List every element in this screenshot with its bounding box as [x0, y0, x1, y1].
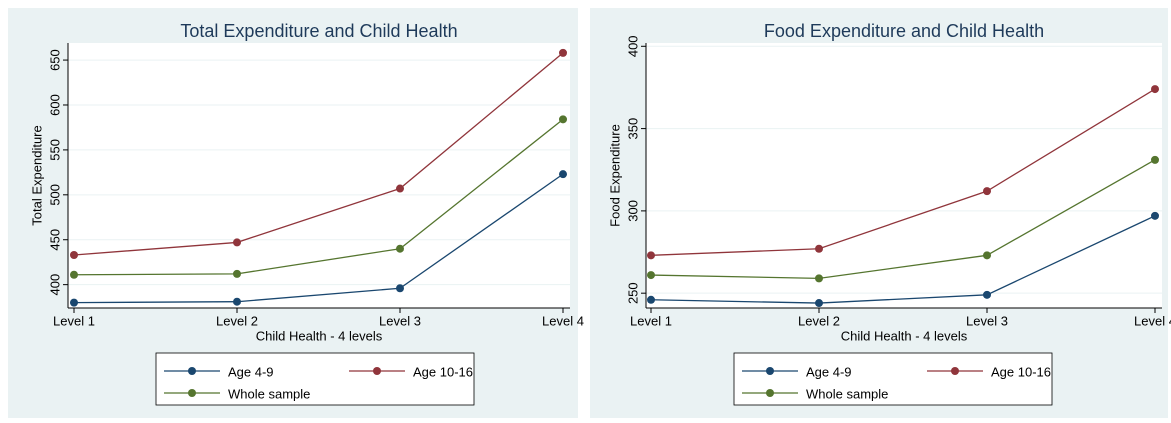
data-point — [70, 270, 78, 279]
y-tick-label: 400 — [625, 35, 640, 57]
data-point — [70, 298, 78, 307]
y-axis-title: Food Expenditure — [607, 124, 622, 227]
x-tick-label: Level 1 — [630, 313, 672, 328]
legend-marker — [373, 367, 381, 375]
data-point — [559, 115, 567, 124]
legend-box — [733, 352, 1053, 406]
y-tick-label: 600 — [47, 94, 62, 116]
chart-title: Food Expenditure and Child Health — [764, 21, 1044, 41]
x-axis-title: Child Health - 4 levels — [256, 328, 383, 343]
x-tick-label: Level 4 — [1134, 313, 1171, 328]
data-point — [647, 271, 655, 280]
series-line — [650, 159, 1156, 280]
y-tick-label: 650 — [47, 49, 62, 71]
y-tick-label: 350 — [625, 118, 640, 140]
data-point — [559, 48, 567, 57]
data-point — [647, 295, 655, 304]
x-tick-label: Level 3 — [966, 313, 1008, 328]
data-point — [983, 290, 991, 299]
legend-box — [155, 352, 475, 406]
series-line — [73, 118, 564, 276]
y-axis-title: Total Expenditure — [29, 125, 44, 225]
x-tick-label: Level 3 — [379, 313, 421, 328]
y-tick-label: 500 — [47, 184, 62, 206]
series-line — [73, 52, 564, 256]
x-tick-label: Level 1 — [53, 313, 95, 328]
data-point — [396, 284, 404, 293]
legend-label: Whole sample — [806, 386, 888, 401]
data-point — [983, 251, 991, 260]
data-point — [70, 251, 78, 259]
series-line — [650, 88, 1156, 256]
legend-marker — [951, 367, 959, 375]
y-tick-label: 450 — [47, 229, 62, 251]
data-point — [233, 238, 241, 247]
legend-label: Age 4-9 — [228, 364, 274, 379]
y-tick-label: 400 — [47, 274, 62, 296]
data-point — [1151, 211, 1159, 220]
series-line — [73, 173, 564, 304]
legend-marker — [766, 367, 774, 375]
data-point — [396, 244, 404, 253]
data-point — [233, 269, 241, 278]
data-point — [233, 297, 241, 306]
legend-marker — [188, 389, 196, 397]
data-point — [559, 170, 567, 179]
data-point — [815, 244, 823, 253]
data-point — [815, 299, 823, 308]
plot-area — [646, 43, 1162, 308]
data-point — [1151, 155, 1159, 164]
series-line — [650, 215, 1156, 304]
legend-label: Age 10-16 — [413, 364, 473, 379]
plot-area — [68, 43, 570, 308]
legend-marker — [766, 389, 774, 397]
legend-label: Age 10-16 — [991, 364, 1051, 379]
data-point — [815, 274, 823, 283]
x-axis-title: Child Health - 4 levels — [841, 328, 968, 343]
data-point — [1151, 85, 1159, 94]
chart-title: Total Expenditure and Child Health — [180, 21, 457, 41]
legend-label: Whole sample — [228, 386, 310, 401]
y-tick-label: 550 — [47, 139, 62, 161]
x-tick-label: Level 4 — [542, 313, 584, 328]
x-tick-label: Level 2 — [798, 313, 840, 328]
data-point — [396, 184, 404, 193]
data-point — [983, 187, 991, 196]
legend-marker — [188, 367, 196, 375]
y-tick-label: 300 — [625, 200, 640, 222]
y-tick-label: 250 — [625, 282, 640, 304]
x-tick-label: Level 2 — [216, 313, 258, 328]
legend-label: Age 4-9 — [806, 364, 852, 379]
data-point — [647, 251, 655, 260]
